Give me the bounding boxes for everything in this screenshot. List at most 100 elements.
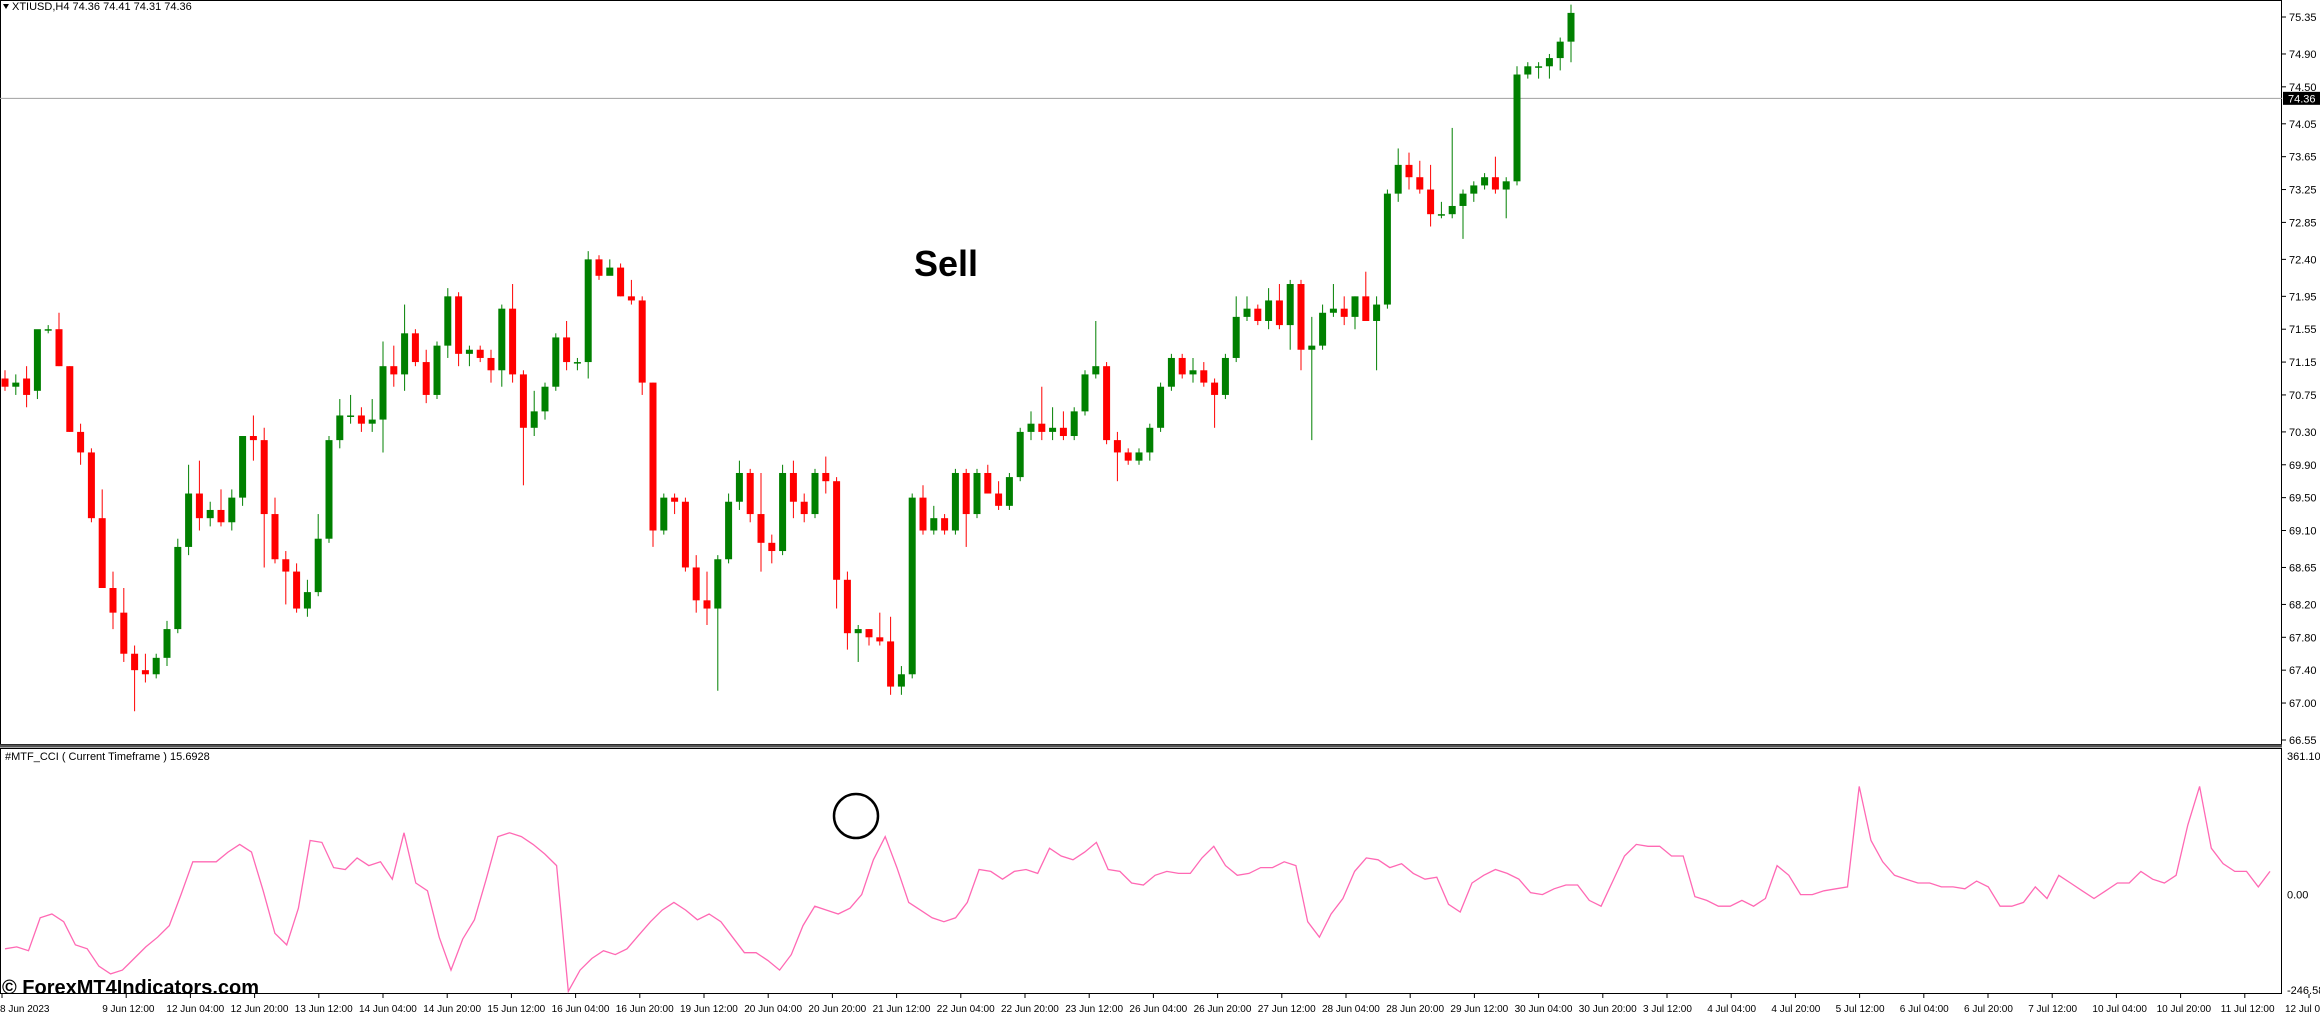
- bull-candle: [379, 366, 387, 420]
- price-axis: 75.35 74.90 74.50 74.05 73.65 73.25 72.85 72.40…: [2282, 12, 2317, 747]
- bear-candle: [1362, 296, 1370, 321]
- bull-candle: [908, 497, 916, 675]
- time-tick-label: 12 Jul 04:00: [2285, 1004, 2320, 1015]
- bear-candle: [563, 337, 571, 363]
- bull-candle: [1502, 181, 1510, 190]
- indicator-panel-frame: [0, 748, 2282, 994]
- bull-candle: [1286, 284, 1294, 326]
- bull-candle: [1092, 366, 1100, 375]
- time-tick-label: 8 Jun 2023: [0, 1004, 50, 1015]
- watermark: © ForexMT4Indicators.com: [2, 977, 259, 999]
- time-tick-label: 20 Jun 20:00: [808, 1004, 866, 1015]
- bull-candle: [552, 337, 560, 387]
- bull-candle: [1049, 427, 1057, 432]
- bull-candle: [541, 386, 549, 412]
- bull-candle: [1329, 308, 1337, 313]
- bear-candle: [23, 378, 31, 395]
- bear-candle: [195, 493, 203, 519]
- bear-candle: [455, 296, 463, 354]
- time-tick-label: 6 Jul 04:00: [1900, 1004, 1949, 1015]
- bull-candle: [1027, 423, 1035, 432]
- bull-candle: [1167, 357, 1175, 387]
- bear-candle: [865, 629, 873, 638]
- bull-candle: [368, 419, 376, 424]
- bear-candle: [671, 497, 679, 502]
- time-tick-label: 19 Jun 12:00: [680, 1004, 738, 1015]
- bear-candle: [1340, 308, 1348, 317]
- time-tick-label: 16 Jun 04:00: [552, 1004, 610, 1015]
- bull-candle: [951, 472, 959, 531]
- price-tick-label: 70.30: [2289, 427, 2317, 439]
- bear-candle: [649, 382, 657, 531]
- bear-candle: [627, 296, 635, 301]
- bear-candle: [422, 362, 430, 395]
- bull-candle: [725, 501, 733, 560]
- time-tick-label: 13 Jun 12:00: [295, 1004, 353, 1015]
- bear-candle: [1200, 370, 1208, 383]
- bear-candle: [357, 415, 365, 424]
- bull-candle: [465, 349, 473, 354]
- bear-candle: [487, 357, 495, 371]
- bull-candle: [1459, 193, 1467, 206]
- symbol-line: XTIUSD,H4 74.36 74.41 74.31 74.36: [12, 1, 192, 13]
- bull-candle: [1070, 411, 1078, 437]
- current-price-tag: 74.36: [2283, 91, 2320, 105]
- time-tick-label: 30 Jun 20:00: [1579, 1004, 1637, 1015]
- price-tick-label: 74.50: [2289, 82, 2317, 94]
- bear-candle: [1103, 366, 1111, 441]
- indicator-tick-label: 361.103: [2287, 751, 2320, 763]
- price-tick-label: 69.90: [2289, 460, 2317, 472]
- bear-candle: [476, 349, 484, 358]
- bull-candle: [1308, 345, 1316, 350]
- bull-candle: [314, 538, 322, 593]
- bull-candle: [174, 546, 182, 630]
- bull-candle: [606, 267, 614, 276]
- bear-candle: [757, 514, 765, 543]
- bear-candle: [260, 440, 268, 515]
- bull-candle: [714, 559, 722, 609]
- bear-candle: [595, 259, 603, 276]
- bear-candle: [217, 509, 225, 523]
- bull-candle: [1081, 374, 1089, 412]
- bull-candle: [1005, 477, 1013, 506]
- time-tick-label: 14 Jun 04:00: [359, 1004, 417, 1015]
- price-tick-label: 73.25: [2289, 185, 2317, 197]
- bear-candle: [887, 641, 895, 687]
- bull-candle: [185, 493, 193, 547]
- bear-candle: [919, 497, 927, 531]
- bull-candle: [433, 345, 441, 395]
- time-tick-label: 6 Jul 20:00: [1964, 1004, 2013, 1015]
- bear-candle: [282, 559, 290, 572]
- time-tick-label: 29 Jun 12:00: [1450, 1004, 1508, 1015]
- bear-candle: [1178, 357, 1186, 375]
- bear-candle: [768, 542, 776, 552]
- time-tick-label: 26 Jun 04:00: [1129, 1004, 1187, 1015]
- bull-candle: [1535, 66, 1543, 68]
- bear-candle: [98, 518, 106, 589]
- bear-candle: [1254, 308, 1262, 321]
- time-tick-label: 10 Jul 20:00: [2157, 1004, 2212, 1015]
- bull-candle: [206, 509, 214, 519]
- bear-candle: [131, 653, 139, 671]
- time-axis: 8 Jun 2023 9 Jun 12:00 12 Jun 04:00 12 Jun …: [0, 994, 2320, 1015]
- bull-candle: [811, 472, 819, 515]
- bear-candle: [692, 567, 700, 601]
- bear-candle: [822, 472, 830, 482]
- bear-candle: [617, 267, 625, 297]
- price-tick-label: 69.10: [2289, 525, 2317, 537]
- bear-candle: [638, 300, 646, 383]
- time-tick-label: 23 Jun 12:00: [1065, 1004, 1123, 1015]
- bear-candle: [1, 378, 9, 387]
- bull-candle: [1470, 185, 1478, 194]
- bull-candle: [779, 472, 787, 552]
- bull-candle: [854, 629, 862, 634]
- bull-candle: [239, 436, 247, 498]
- price-tick-label: 68.65: [2289, 562, 2317, 574]
- bull-candle: [735, 472, 743, 502]
- candles-layer: [1, 4, 1575, 712]
- chevron-down-icon[interactable]: [3, 4, 9, 9]
- price-tick-label: 75.35: [2289, 12, 2317, 24]
- bull-candle: [1545, 58, 1553, 67]
- bull-candle: [1524, 66, 1532, 75]
- bull-candle: [1016, 431, 1024, 478]
